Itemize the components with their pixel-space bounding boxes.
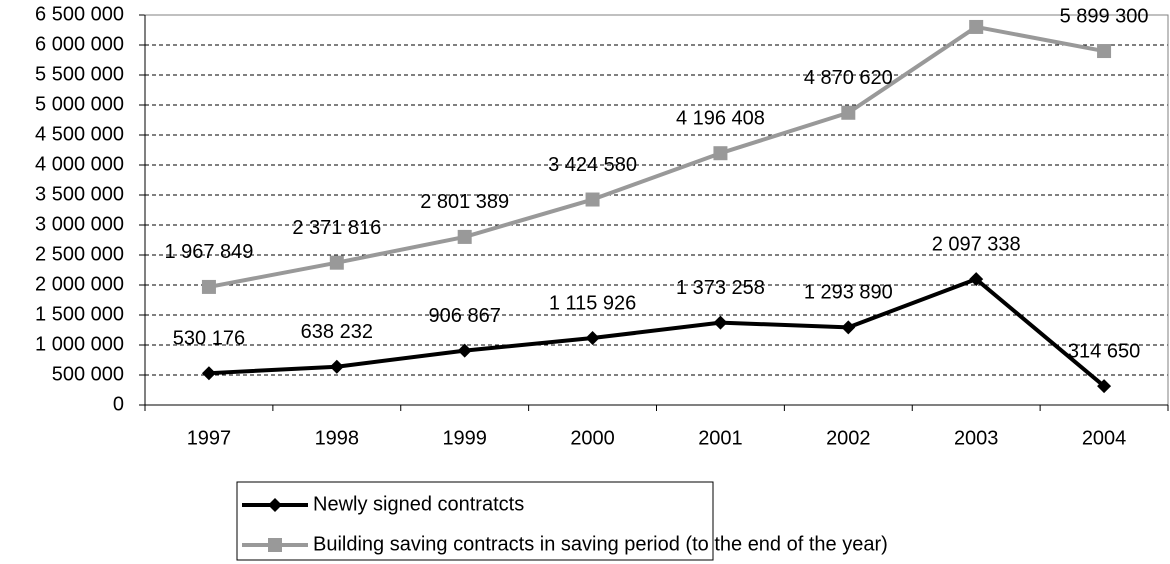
y-tick-label: 5 000 000	[35, 93, 124, 115]
y-tick-label: 0	[113, 393, 124, 415]
y-tick-label: 6 500 000	[35, 3, 124, 25]
x-tick-label: 1998	[315, 427, 360, 449]
data-label: 4 870 620	[804, 67, 893, 89]
marker	[841, 105, 856, 120]
marker	[585, 331, 600, 346]
series-line	[208, 277, 1106, 388]
data-label: 314 650	[1068, 340, 1140, 362]
marker	[329, 255, 344, 270]
x-tick-label: 2000	[570, 427, 615, 449]
x-tick-label: 1999	[442, 427, 487, 449]
plot-border	[144, 14, 1169, 406]
data-label: 1 115 926	[549, 292, 637, 314]
data-label: 530 176	[173, 327, 245, 349]
data-label: 1 293 890	[804, 282, 893, 304]
series-line	[208, 24, 1105, 289]
data-label: 4 196 408	[676, 107, 765, 129]
x-tick-label: 2004	[1082, 427, 1127, 449]
data-label: 2 371 816	[292, 217, 381, 239]
y-tick-label: 1 500 000	[35, 303, 124, 325]
x-tick-label: 1997	[187, 427, 232, 449]
legend-box	[236, 481, 714, 561]
y-tick-label: 4 500 000	[35, 123, 124, 145]
y-tick-label: 500 000	[52, 363, 124, 385]
legend-label: Building saving contracts in saving peri…	[313, 533, 888, 555]
marker	[969, 19, 984, 34]
y-tick-label: 6 000 000	[35, 33, 124, 55]
marker	[713, 315, 728, 330]
data-label: 2 801 389	[420, 191, 509, 213]
marker	[268, 498, 282, 512]
data-label: 5 899 300	[1060, 5, 1149, 27]
y-tick-label: 1 000 000	[35, 333, 124, 355]
data-label: 906 867	[429, 305, 501, 327]
x-tick-label: 2002	[826, 427, 871, 449]
data-label: 638 232	[301, 321, 373, 343]
data-label: 3 424 580	[548, 154, 637, 176]
marker	[969, 272, 984, 287]
x-tick-label: 2001	[698, 427, 743, 449]
y-tick-label: 3 500 000	[35, 183, 124, 205]
data-label: 1 373 258	[676, 277, 765, 299]
y-tick-label: 3 000 000	[35, 213, 124, 235]
x-tick-label: 2003	[954, 427, 999, 449]
marker	[841, 320, 856, 335]
marker	[201, 279, 216, 294]
marker	[1097, 379, 1112, 394]
marker	[457, 343, 472, 358]
y-tick-label: 4 000 000	[35, 153, 124, 175]
legend-label: Newly signed contratcts	[313, 493, 524, 515]
marker	[201, 366, 216, 381]
data-label: 2 097 338	[932, 233, 1021, 255]
marker	[268, 538, 282, 552]
data-label: 1 967 849	[164, 241, 253, 263]
y-tick-label: 2 500 000	[35, 243, 124, 265]
y-tick-label: 5 500 000	[35, 63, 124, 85]
marker	[585, 192, 600, 207]
marker	[713, 146, 728, 161]
data-label: 6 300 831	[932, 0, 1021, 3]
marker	[1097, 44, 1112, 59]
marker	[329, 359, 344, 374]
marker	[457, 229, 472, 244]
y-tick-label: 2 000 000	[35, 273, 124, 295]
